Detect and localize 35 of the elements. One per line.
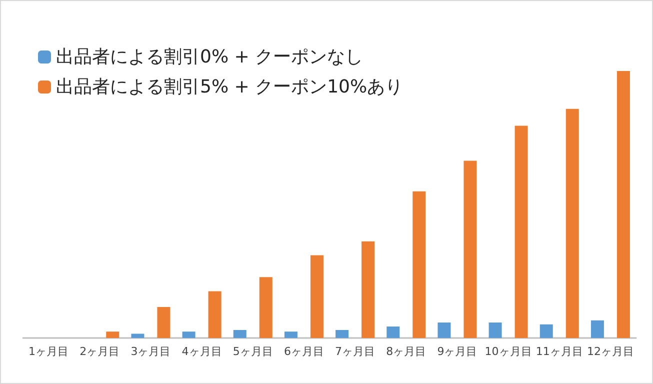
bar [208, 291, 222, 338]
bar [386, 326, 400, 338]
x-tick-label: 7ヶ月目 [335, 345, 376, 358]
bar [131, 334, 144, 338]
bar [233, 330, 246, 338]
bar [336, 330, 349, 338]
x-tick-label: 1ヶ月目 [28, 345, 69, 358]
bar [157, 307, 170, 338]
bar [464, 160, 477, 338]
bar [566, 108, 579, 338]
legend-label: 出品者による割引0% + クーポンなし [56, 46, 364, 68]
x-tick-label: 4ヶ月目 [182, 345, 222, 358]
bar [284, 332, 298, 338]
bar [540, 324, 553, 338]
x-tick-label: 6ヶ月目 [284, 345, 324, 358]
legend-label: 出品者による割引5% + クーポン10%あり [56, 76, 404, 98]
bar [488, 322, 502, 338]
x-tick-label: 11ヶ月目 [536, 345, 583, 358]
x-tick-label: 8ヶ月目 [386, 345, 426, 358]
x-tick-label: 9ヶ月目 [437, 345, 478, 358]
bar [590, 320, 604, 338]
bar [310, 255, 324, 338]
bar [616, 71, 630, 338]
x-tick-label: 12ヶ月目 [586, 345, 634, 358]
x-tick-label: 3ヶ月目 [130, 345, 171, 358]
bar [412, 191, 426, 338]
bar [106, 332, 120, 338]
bar [182, 332, 196, 338]
bar [438, 322, 451, 338]
x-tick-label: 10ヶ月目 [484, 345, 532, 358]
x-tick-label: 2ヶ月目 [80, 345, 120, 358]
bar [514, 126, 528, 338]
bar [259, 277, 272, 338]
x-tick-label: 5ヶ月目 [232, 345, 273, 358]
bar [362, 241, 375, 338]
